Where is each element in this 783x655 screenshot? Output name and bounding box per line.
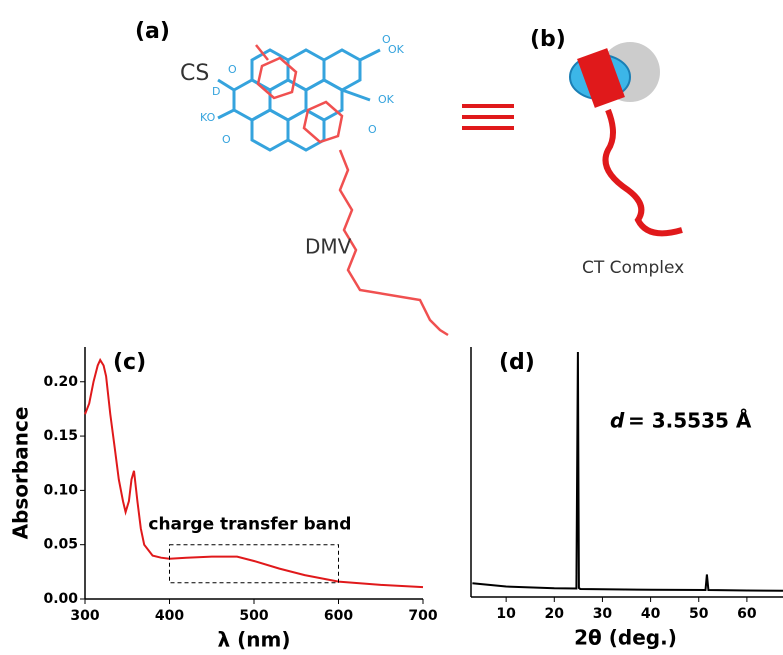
atom-label: O: [222, 133, 231, 146]
data-line: [84, 357, 424, 589]
annotation: charge transfer band: [148, 515, 351, 535]
y-tick-label: 0.15: [43, 428, 78, 444]
x-tick-label: 10: [496, 606, 516, 622]
atom-label: KO: [200, 111, 216, 124]
x-tick-label: 20: [545, 606, 565, 622]
atom-label: O: [368, 123, 377, 136]
data-line: [472, 351, 783, 592]
atom-label: D: [212, 85, 220, 98]
panel-label: (c): [113, 350, 146, 375]
atom-label: OK: [378, 93, 395, 106]
x-axis-title: 2θ (deg.): [574, 626, 677, 650]
panel-label: (b): [530, 27, 566, 52]
highlight-box: [169, 544, 339, 584]
x-tick-label: 40: [641, 606, 661, 622]
molecule: [217, 48, 381, 152]
atom-label: O: [382, 33, 391, 46]
x-axis-title: λ (nm): [218, 628, 291, 652]
y-axis-title: Absorbance: [9, 407, 33, 540]
x-tick-label: 500: [239, 608, 268, 624]
x-tick-label: 700: [408, 608, 437, 624]
equals-sign: [462, 104, 514, 130]
ct-cartoon: [569, 42, 683, 237]
y-tick-label: 0.20: [43, 374, 78, 390]
panel-label: (a): [135, 19, 170, 44]
ct-label: CT Complex: [582, 258, 684, 278]
x-tick-label: 30: [593, 606, 613, 622]
atom-label: OK: [388, 43, 405, 56]
atom-label: O: [228, 63, 237, 76]
annotation-var: d: [610, 409, 625, 433]
x-tick-label: 400: [155, 608, 184, 624]
annotation: = 3.5535 Å: [628, 409, 752, 433]
dmv-chain: [255, 44, 449, 337]
cs-label: CS: [180, 61, 209, 86]
y-tick-label: 0.10: [43, 482, 78, 498]
dmv-label: DMV: [305, 235, 352, 259]
panel-label: (d): [499, 350, 535, 375]
x-tick-label: 300: [70, 608, 99, 624]
y-tick-label: 0.00: [43, 591, 78, 607]
x-tick-label: 60: [737, 606, 757, 622]
x-tick-label: 50: [689, 606, 709, 622]
x-tick-label: 600: [324, 608, 353, 624]
y-tick-label: 0.05: [43, 537, 78, 553]
